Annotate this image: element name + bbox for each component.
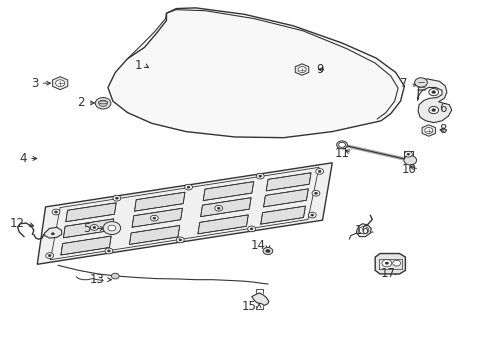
Polygon shape	[421, 125, 435, 136]
Text: 14: 14	[250, 239, 265, 252]
Polygon shape	[108, 8, 404, 138]
Text: 12: 12	[10, 217, 25, 230]
Text: 13: 13	[89, 273, 104, 286]
Circle shape	[247, 226, 255, 232]
Polygon shape	[66, 203, 116, 222]
Circle shape	[424, 127, 432, 134]
Circle shape	[311, 190, 319, 196]
Circle shape	[263, 247, 272, 255]
Circle shape	[406, 153, 409, 155]
Polygon shape	[53, 77, 68, 90]
Circle shape	[310, 214, 313, 216]
Text: 3: 3	[31, 77, 38, 90]
Text: 6: 6	[438, 102, 446, 115]
Circle shape	[52, 209, 60, 215]
Circle shape	[249, 228, 252, 230]
Circle shape	[105, 248, 113, 254]
Text: 15: 15	[242, 300, 256, 313]
Circle shape	[431, 91, 435, 94]
Text: 7: 7	[400, 77, 407, 90]
Circle shape	[314, 192, 317, 194]
Circle shape	[179, 239, 182, 241]
Circle shape	[384, 262, 388, 265]
Polygon shape	[260, 206, 305, 224]
Polygon shape	[374, 253, 405, 274]
Circle shape	[103, 222, 121, 234]
Circle shape	[184, 184, 192, 190]
Polygon shape	[265, 173, 310, 191]
Circle shape	[428, 89, 438, 96]
Circle shape	[150, 215, 158, 221]
Circle shape	[256, 173, 264, 179]
Text: 10: 10	[401, 163, 416, 176]
Circle shape	[107, 250, 110, 252]
Circle shape	[187, 186, 190, 188]
Polygon shape	[61, 236, 111, 255]
Circle shape	[115, 197, 118, 199]
Circle shape	[95, 98, 111, 109]
Text: 9: 9	[316, 63, 324, 76]
Text: 2: 2	[78, 96, 85, 109]
Circle shape	[48, 255, 51, 257]
Circle shape	[51, 233, 54, 235]
Text: 1: 1	[134, 59, 142, 72]
Text: 5: 5	[83, 222, 91, 235]
Circle shape	[431, 109, 435, 112]
Polygon shape	[129, 225, 180, 244]
Text: 11: 11	[334, 147, 348, 159]
Circle shape	[403, 156, 416, 165]
Polygon shape	[63, 219, 114, 238]
Circle shape	[336, 141, 346, 149]
Circle shape	[404, 151, 411, 157]
Circle shape	[99, 100, 107, 107]
Polygon shape	[417, 79, 451, 123]
Polygon shape	[251, 293, 268, 306]
Polygon shape	[44, 227, 61, 238]
Ellipse shape	[98, 101, 107, 104]
Circle shape	[90, 225, 98, 230]
Circle shape	[108, 225, 116, 231]
Circle shape	[176, 237, 184, 243]
Circle shape	[338, 142, 345, 147]
Polygon shape	[198, 215, 248, 234]
Circle shape	[56, 80, 64, 86]
Circle shape	[318, 170, 321, 172]
Circle shape	[308, 212, 316, 218]
Polygon shape	[203, 181, 253, 201]
Circle shape	[414, 78, 427, 87]
Circle shape	[428, 107, 438, 114]
Circle shape	[392, 260, 400, 266]
Circle shape	[258, 175, 261, 177]
Text: 17: 17	[380, 267, 395, 280]
Circle shape	[214, 205, 222, 211]
Circle shape	[217, 207, 220, 209]
Circle shape	[297, 67, 305, 72]
Polygon shape	[37, 163, 331, 264]
Text: 8: 8	[439, 123, 446, 136]
Polygon shape	[295, 64, 308, 75]
Circle shape	[113, 195, 121, 201]
Circle shape	[111, 273, 119, 279]
Circle shape	[49, 231, 57, 237]
Circle shape	[315, 168, 323, 174]
Circle shape	[93, 226, 96, 229]
Circle shape	[265, 249, 270, 253]
Text: 16: 16	[354, 224, 369, 237]
Circle shape	[153, 217, 156, 219]
Circle shape	[55, 211, 58, 213]
Circle shape	[46, 253, 54, 258]
Polygon shape	[132, 208, 182, 227]
Circle shape	[381, 260, 391, 267]
Text: 4: 4	[19, 152, 26, 165]
Circle shape	[358, 226, 368, 234]
Polygon shape	[356, 224, 370, 237]
Polygon shape	[263, 189, 308, 207]
Polygon shape	[134, 192, 184, 211]
Polygon shape	[200, 198, 251, 217]
